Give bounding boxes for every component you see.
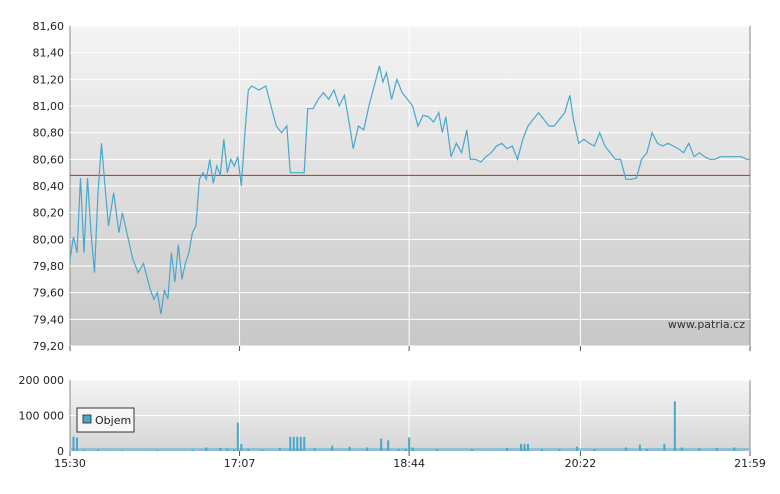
volume-bar (278, 447, 281, 451)
volume-bar (673, 401, 676, 451)
price-y-tick-label: 79,80 (33, 260, 65, 273)
legend-swatch (82, 414, 92, 424)
volume-bar (575, 446, 578, 451)
volume-bar (698, 448, 701, 451)
volume-bar (638, 444, 641, 451)
legend-label: Objem (95, 414, 131, 427)
volume-bar (436, 448, 439, 451)
price-line (69, 65, 750, 315)
volume-bar (408, 437, 411, 451)
volume-bar (219, 447, 222, 451)
volume-y-axis-labels: 0 100 000 200 000 (19, 374, 65, 458)
price-y-tick-label: 80,20 (33, 207, 65, 220)
volume-bar (366, 447, 369, 451)
price-y-tick-label: 80,60 (33, 153, 65, 166)
volume-bar (233, 449, 236, 451)
x-tick-label: 17:07 (224, 457, 256, 470)
volume-y-tick-label: 0 (57, 445, 64, 458)
volume-bar (715, 447, 718, 451)
volume-bar (96, 449, 99, 451)
price-y-tick-label: 80,00 (33, 233, 65, 246)
volume-bar (303, 436, 306, 451)
volume-bar (397, 448, 400, 451)
volume-bar (506, 447, 509, 451)
volume-bar (247, 448, 250, 451)
price-grid (70, 25, 750, 347)
volume-bar (387, 440, 390, 451)
volume-bar (226, 448, 229, 451)
price-y-tick-label: 81,20 (33, 73, 65, 86)
volume-bar (411, 447, 414, 451)
volume-bar (205, 447, 208, 451)
volume-bar (733, 447, 736, 451)
watermark: www.patria.cz (668, 318, 745, 331)
volume-bar (540, 449, 543, 451)
volume-bar (75, 437, 78, 451)
volume-bar (348, 446, 351, 451)
x-tick-label: 21:59 (734, 457, 766, 470)
volume-bar (240, 443, 243, 451)
price-y-tick-label: 79,60 (33, 287, 65, 300)
volume-bar (236, 422, 239, 451)
x-axis-labels: 15:30 17:07 18:44 20:22 21:59 (54, 346, 766, 470)
volume-bar (299, 436, 302, 451)
volume-bar (558, 449, 561, 451)
volume-bar (523, 443, 526, 451)
volume-bar (191, 449, 194, 451)
price-y-tick-label: 81,60 (33, 20, 65, 33)
x-tick-label: 20:22 (565, 457, 597, 470)
volume-y-tick-label: 200 000 (19, 374, 65, 387)
volume-bar (261, 449, 264, 451)
price-y-tick-label: 79,20 (33, 340, 65, 353)
price-y-tick-label: 79,40 (33, 313, 65, 326)
price-y-tick-label: 81,40 (33, 47, 65, 60)
volume-bar (680, 447, 683, 451)
x-tick-label: 18:44 (393, 457, 425, 470)
volume-bar (82, 449, 85, 451)
volume-bar (520, 443, 523, 451)
price-y-tick-label: 80,80 (33, 127, 65, 140)
volume-bar (663, 443, 666, 451)
volume-bar (624, 447, 627, 451)
volume-y-tick-label: 100 000 (19, 410, 65, 423)
volume-bar (289, 436, 292, 451)
volume-bar (331, 445, 334, 451)
volume-bar (296, 436, 299, 451)
volume-bar (292, 436, 295, 451)
volume-bar (526, 443, 529, 451)
volume-bars (71, 401, 749, 451)
volume-bar (404, 448, 407, 451)
price-y-tick-label: 81,00 (33, 100, 65, 113)
volume-bar (72, 436, 75, 451)
volume-legend: Objem (76, 407, 135, 433)
volume-bar (121, 450, 124, 451)
volume-bar (471, 449, 474, 451)
volume-bar (156, 450, 159, 451)
x-tick-label: 15:30 (54, 457, 86, 470)
price-y-tick-label: 80,40 (33, 180, 65, 193)
volume-bar (380, 438, 383, 451)
volume-bar (645, 448, 648, 451)
price-y-axis-labels: 79,20 79,40 79,60 79,80 80,00 80,20 80,40 80,60… (33, 20, 65, 353)
volume-bar (313, 448, 316, 451)
volume-bar (593, 448, 596, 451)
